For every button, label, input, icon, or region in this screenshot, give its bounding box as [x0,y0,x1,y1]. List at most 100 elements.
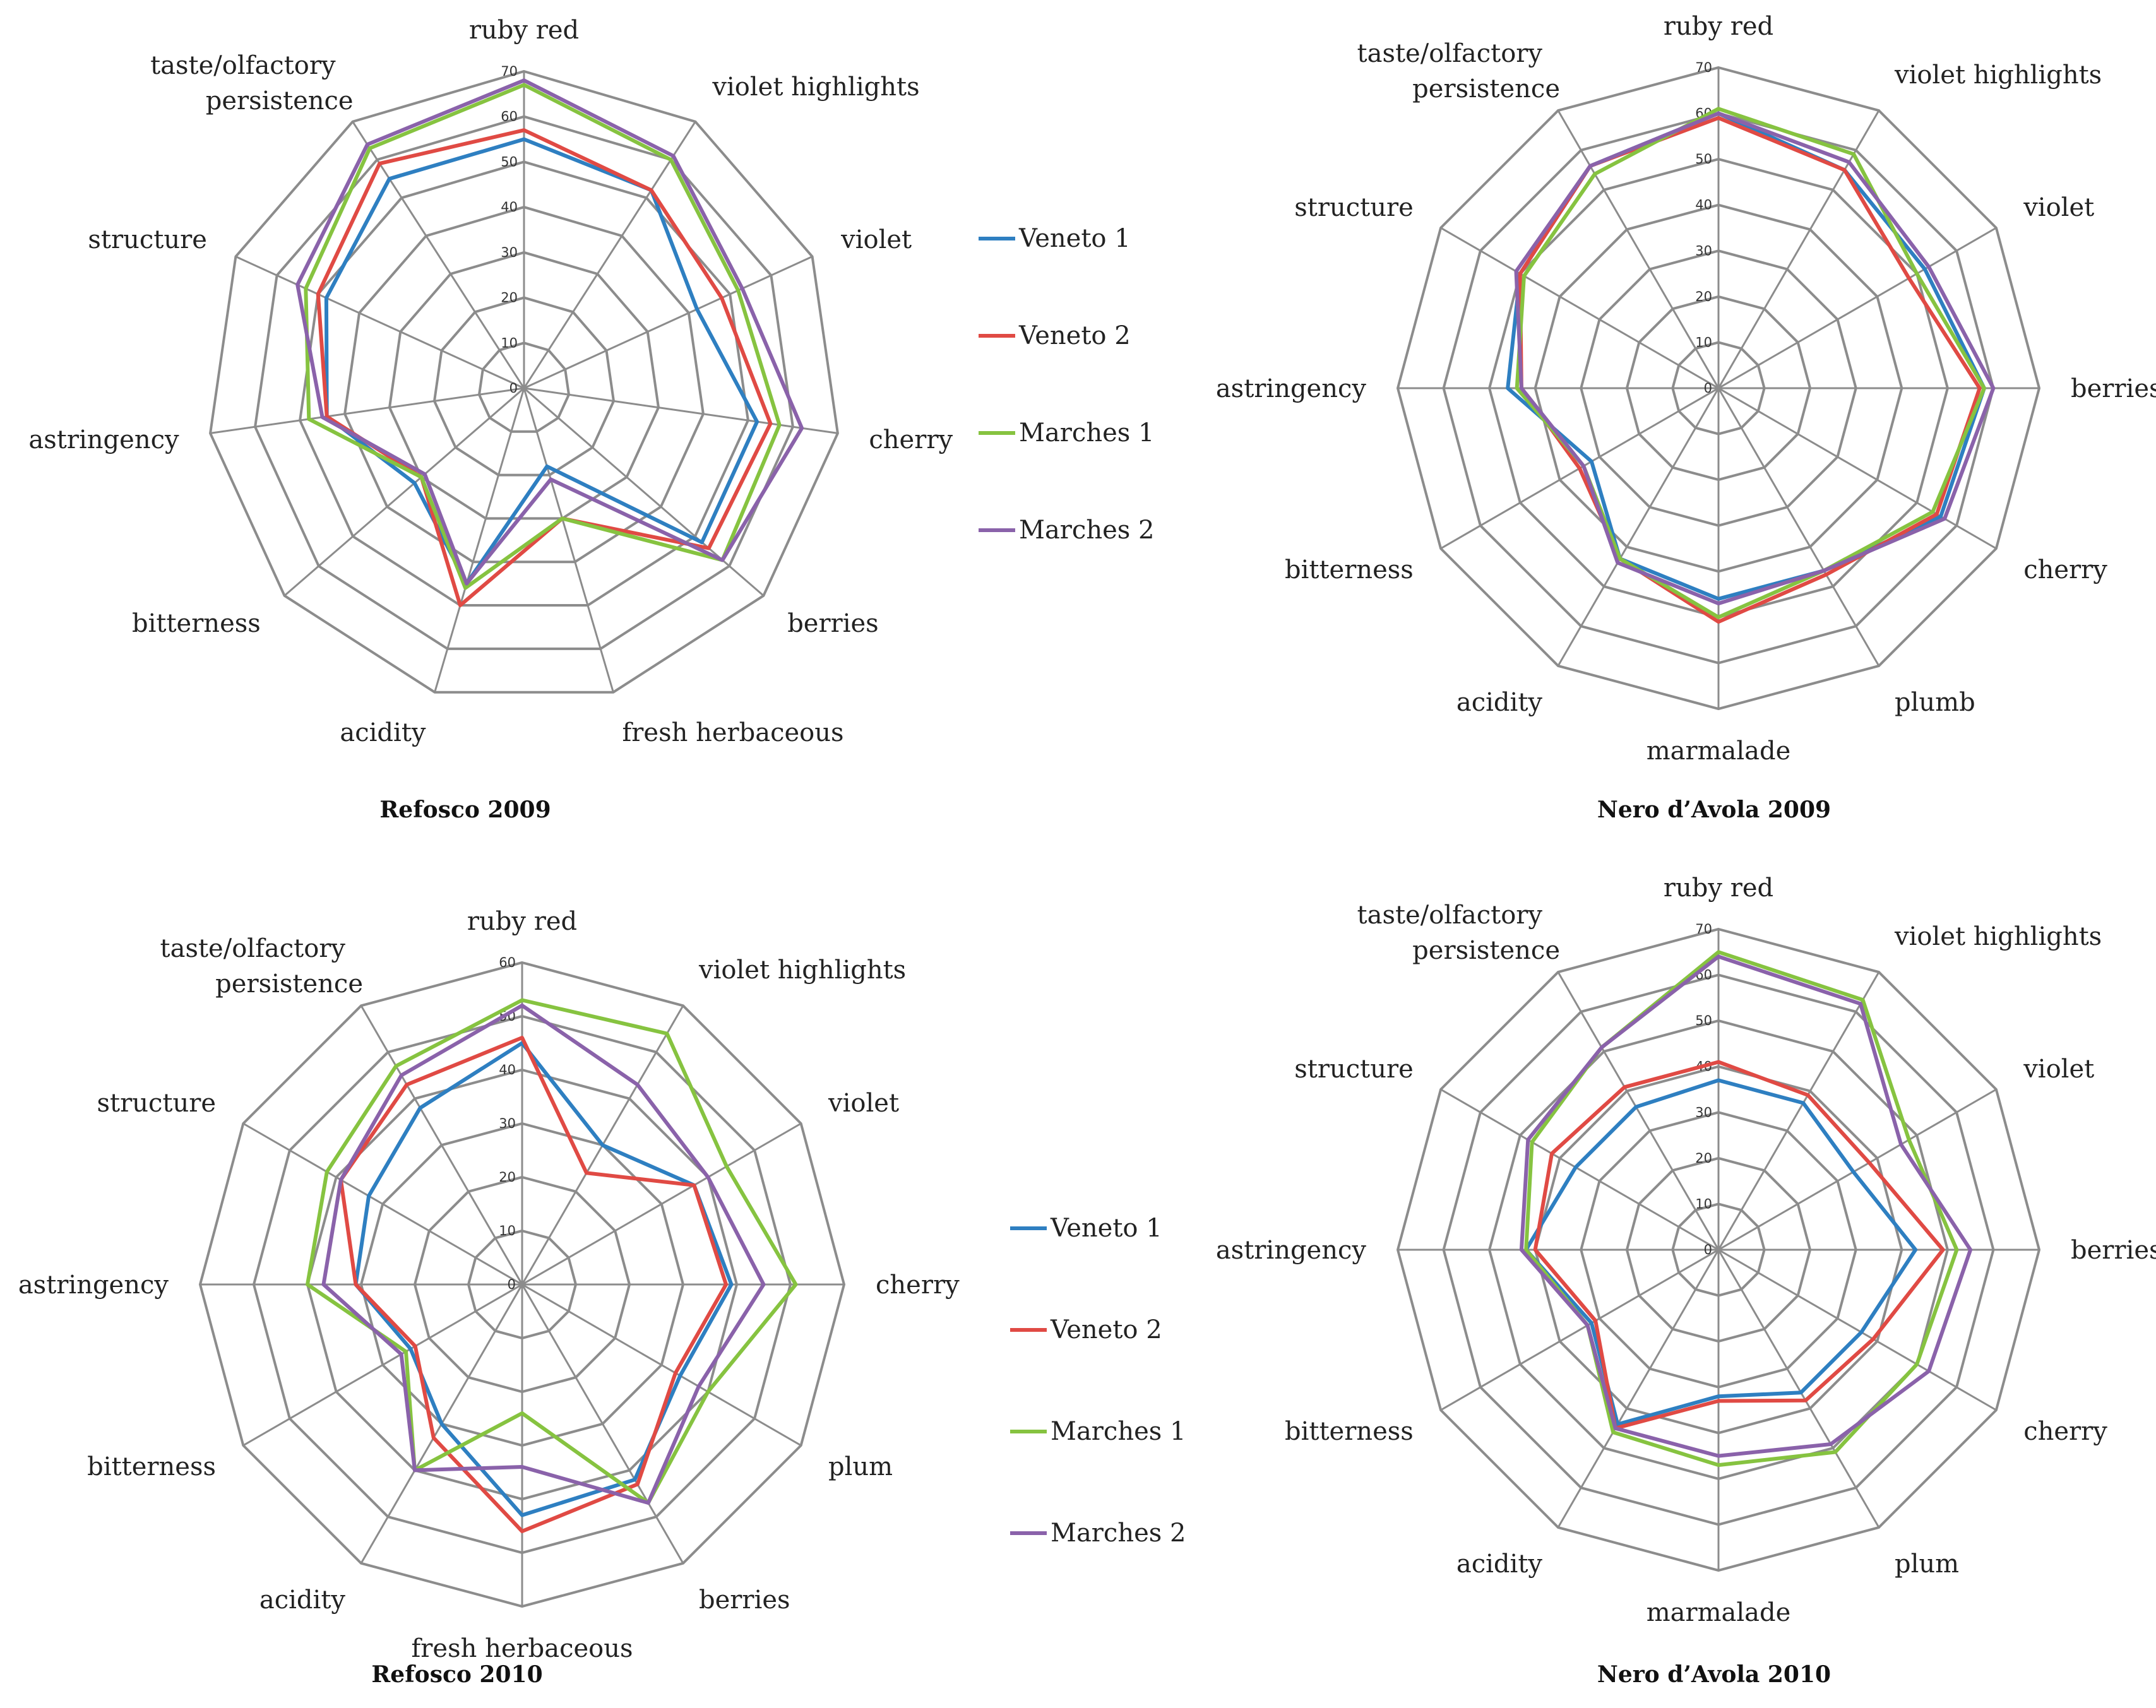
axis-spoke [523,256,813,389]
series-line-veneto-1 [324,137,759,586]
axis-label-ruby-red: ruby red [1664,874,1773,903]
series-line-marches-1 [304,83,782,590]
axis-spoke [523,388,614,693]
series-line-marches-1 [1524,950,1959,1468]
tick-label: 40 [499,1062,516,1077]
tick-label: 10 [1695,335,1712,350]
axis-label-fresh-herbaceous: fresh herbaceous [622,718,844,747]
axis-label-taste-olfactory-persistence: taste/olfactory persistence [1357,39,1560,104]
axis-spoke [1440,1088,1719,1251]
chart-title: Nero d’Avola 2010 [1597,1661,1831,1688]
axis-label-cherry: cherry [2023,1417,2107,1446]
axis-label-berries: berries [699,1586,790,1615]
tick-label: 20 [1695,1151,1712,1166]
axis-spoke [1440,227,1719,389]
axis-label-structure: structure [1294,193,1414,222]
legend-label-veneto-1: Veneto 1 [1050,1214,1162,1243]
axis-spoke [1557,110,1720,389]
tick-label: 20 [1695,289,1712,304]
series-line-marches-1 [306,998,798,1505]
axis-spoke [1718,1088,1997,1251]
tick-label: 10 [501,335,518,350]
axis-label-plumb: plumb [1895,688,1975,717]
axis-spoke [352,121,525,389]
legend: Veneto 1 Veneto 2 Marches 1 Marches 2 [1010,1214,1186,1548]
axis-label-cherry: cherry [869,425,953,454]
tick-label: 50 [501,154,518,169]
axis-label-astringency: astringency [28,425,179,454]
axis-label-structure: structure [1294,1055,1414,1084]
axis-label-violet: violet [2023,1055,2094,1084]
tick-label: 10 [499,1223,516,1238]
axis-label-violet-highlights: violet highlights [1894,61,2102,90]
axis-label-berries: berries [2071,374,2156,403]
series-line-veneto-2 [316,128,773,607]
axis-spoke [1717,1249,1880,1528]
tick-label: 0 [508,1277,516,1292]
axis-label-taste-olfactory-persistence: taste/olfactory persistence [1357,901,1560,965]
axis-label-taste-olfactory-persistence: taste/olfactory persistence [160,934,363,999]
axis-label-bitterness: bitterness [132,609,261,638]
series-line-veneto-2 [1533,1060,1945,1430]
axis-spoke [235,256,525,389]
tick-label: 0 [1704,1242,1712,1257]
axis-label-cherry: cherry [2023,555,2107,584]
axis-spoke [242,1122,523,1286]
axis-spoke [1557,1249,1720,1528]
series-line-veneto-1 [1524,1078,1918,1426]
series-line-veneto-2 [1518,116,1982,624]
axis-spoke [523,121,696,389]
grid-ring [254,115,794,650]
tick-label: 30 [501,245,518,260]
grid-ring [209,69,839,694]
radar-chart-refosco-2009: 0 10 20 30 40 50 60 70 ruby red violet highlights… [28,16,1154,747]
legend-label-veneto-2: Veneto 2 [1018,321,1131,350]
series-line-marches-2 [295,78,804,586]
axis-label-berries: berries [787,609,879,638]
axis-spoke [283,387,525,596]
axis-label-ruby-red: ruby red [467,907,577,936]
legend-label-veneto-1: Veneto 1 [1018,224,1131,253]
legend-label-marches-1: Marches 1 [1019,418,1154,448]
axis-spoke [1718,227,1997,389]
axis-label-violet-highlights: violet highlights [712,73,919,102]
tick-label: 30 [1695,1105,1712,1120]
series-line-marches-1 [1515,107,1986,619]
tick-label: 0 [509,381,518,396]
series-line-marches-2 [1514,111,1996,606]
tick-label: 60 [501,109,518,124]
axis-label-berries: berries [2071,1236,2156,1265]
axis-label-structure: structure [88,225,207,254]
tick-label: 70 [1695,60,1712,75]
axis-spoke [521,1284,684,1564]
axis-label-violet: violet [840,225,912,254]
axis-spoke [1718,1248,1997,1411]
tick-label: 70 [1695,922,1712,937]
axis-label-ruby-red: ruby red [469,16,579,45]
axis-spoke [1557,971,1720,1250]
tick-label: 70 [501,64,518,79]
tick-label: 50 [1695,1013,1712,1028]
chart-title: Nero d’Avola 2009 [1597,797,1831,823]
legend-label-marches-2: Marches 2 [1051,1519,1186,1548]
grid-ring [477,341,571,433]
axis-label-violet-highlights: violet highlights [698,956,906,985]
axis-spoke [521,1283,802,1447]
tick-label: 20 [499,1170,516,1185]
chart-title: Refosco 2009 [379,797,551,823]
series-line-marches-2 [1519,954,1973,1458]
tick-label: 50 [1695,151,1712,167]
axis-spoke [210,387,525,434]
legend-label-veneto-2: Veneto 2 [1050,1315,1162,1344]
axis-spoke [242,1283,523,1447]
axis-label-plum: plum [1895,1550,1959,1579]
axis-spoke [1557,388,1720,667]
series-line-marches-2 [321,1004,766,1505]
legend-label-marches-1: Marches 1 [1051,1417,1186,1446]
axis-label-ruby-red: ruby red [1664,12,1773,41]
axis-label-violet: violet [2023,193,2094,222]
axis-label-acidity: acidity [1456,1550,1543,1579]
axis-spoke [434,388,525,693]
